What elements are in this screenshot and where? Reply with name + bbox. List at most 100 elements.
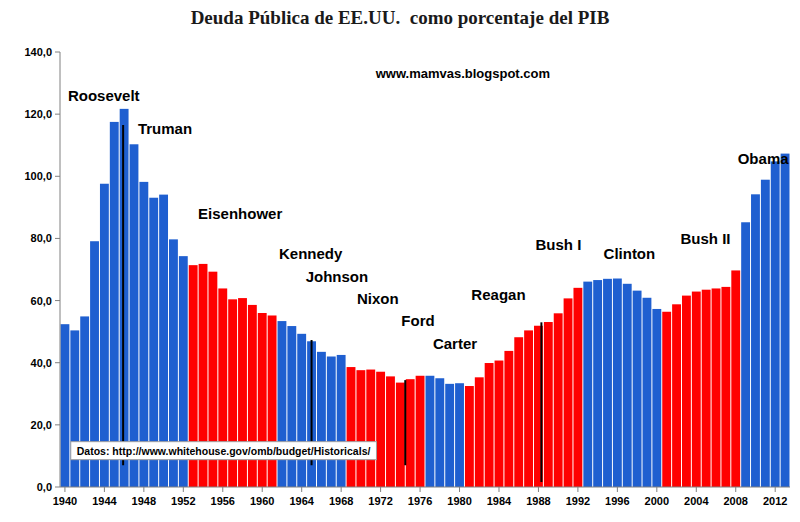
president-label: Roosevelt bbox=[68, 87, 140, 104]
president-label: Nixon bbox=[357, 290, 399, 307]
bar bbox=[741, 222, 750, 487]
y-axis-line bbox=[60, 52, 61, 487]
x-tick-label: 1996 bbox=[605, 495, 629, 507]
bar bbox=[771, 161, 780, 487]
bar bbox=[583, 282, 592, 487]
bar bbox=[495, 361, 504, 487]
bar bbox=[623, 284, 632, 487]
bar bbox=[130, 144, 139, 487]
watermark: www.mamvas.blogspot.com bbox=[375, 66, 550, 81]
bars bbox=[61, 109, 790, 487]
bar bbox=[524, 330, 533, 487]
x-tick-label: 1960 bbox=[250, 495, 274, 507]
chart-root: Deuda Pública de EE.UU. como porcentaje … bbox=[0, 0, 800, 522]
x-tick bbox=[696, 487, 697, 492]
x-tick-label: 1968 bbox=[329, 495, 353, 507]
x-tick bbox=[143, 487, 144, 492]
bar bbox=[564, 298, 573, 487]
y-tick-label: 100,0 bbox=[24, 170, 52, 182]
bar bbox=[258, 313, 267, 487]
source-box bbox=[71, 442, 377, 460]
x-tick bbox=[262, 487, 263, 492]
bar bbox=[356, 370, 365, 487]
bar bbox=[406, 379, 415, 487]
bar bbox=[593, 280, 602, 487]
president-label: Reagan bbox=[471, 286, 525, 303]
bar bbox=[327, 357, 336, 488]
x-tick-label: 1964 bbox=[289, 495, 314, 507]
bar bbox=[416, 376, 425, 487]
transition-lines bbox=[123, 125, 541, 482]
transition-line bbox=[540, 322, 542, 482]
bar bbox=[278, 321, 287, 487]
y-tick-label: 40,0 bbox=[31, 357, 52, 369]
bar bbox=[376, 372, 385, 487]
y-tick-label: 80,0 bbox=[31, 232, 52, 244]
president-label: Johnson bbox=[306, 268, 369, 285]
y-tick bbox=[55, 114, 60, 115]
bar bbox=[554, 313, 563, 487]
x-tick bbox=[538, 487, 539, 492]
bar bbox=[751, 194, 760, 487]
y-tick-label: 140,0 bbox=[24, 46, 52, 58]
bar bbox=[386, 376, 395, 487]
bar bbox=[603, 279, 612, 487]
y-tick bbox=[55, 300, 60, 301]
x-tick-label: 1944 bbox=[92, 495, 117, 507]
x-tick bbox=[301, 487, 302, 492]
transition-line bbox=[122, 125, 124, 465]
bar bbox=[504, 351, 513, 487]
bar bbox=[475, 377, 484, 487]
x-tick-label: 1948 bbox=[132, 495, 156, 507]
bar bbox=[120, 109, 129, 487]
x-tick bbox=[498, 487, 499, 492]
y-tick bbox=[55, 176, 60, 177]
x-tick bbox=[775, 487, 776, 492]
x-tick bbox=[341, 487, 342, 492]
president-label: Bush I bbox=[535, 236, 581, 253]
bar bbox=[80, 316, 89, 487]
x-tick-label: 1976 bbox=[408, 495, 432, 507]
x-tick-label: 1984 bbox=[487, 495, 512, 507]
president-label: Carter bbox=[433, 335, 477, 352]
bar bbox=[455, 383, 464, 487]
bar bbox=[643, 298, 652, 487]
bar bbox=[347, 367, 356, 487]
bar bbox=[426, 376, 435, 487]
x-tick bbox=[420, 487, 421, 492]
x-tick bbox=[656, 487, 657, 492]
x-tick bbox=[183, 487, 184, 492]
x-tick-label: 1940 bbox=[53, 495, 77, 507]
x-tick bbox=[577, 487, 578, 492]
bar bbox=[781, 154, 790, 487]
y-tick bbox=[55, 238, 60, 239]
bar bbox=[731, 270, 740, 487]
x-tick-label: 1952 bbox=[171, 495, 195, 507]
x-tick bbox=[222, 487, 223, 492]
bar bbox=[573, 288, 582, 487]
x-tick-label: 1988 bbox=[526, 495, 550, 507]
bar bbox=[485, 363, 494, 487]
bar bbox=[662, 312, 671, 487]
bar bbox=[287, 326, 296, 487]
bar bbox=[761, 180, 770, 487]
x-tick-label: 1956 bbox=[211, 495, 235, 507]
x-axis-line bbox=[60, 487, 790, 488]
president-label: Kennedy bbox=[279, 245, 343, 262]
bar bbox=[317, 352, 326, 487]
president-label: Bush II bbox=[681, 230, 731, 247]
x-tick-label: 1980 bbox=[447, 495, 471, 507]
bar bbox=[396, 383, 405, 487]
source-note: Datos: http://www.whitehouse.gov/omb/bud… bbox=[77, 445, 371, 457]
bar bbox=[366, 370, 375, 487]
bar bbox=[70, 330, 79, 487]
x-tick-label: 1972 bbox=[368, 495, 392, 507]
chart-svg: Deuda Pública de EE.UU. como porcentaje … bbox=[0, 0, 800, 522]
y-tick bbox=[55, 424, 60, 425]
president-label: Ford bbox=[401, 312, 434, 329]
y-tick bbox=[55, 487, 60, 488]
bar bbox=[465, 386, 474, 487]
bar bbox=[514, 337, 523, 487]
x-tick bbox=[380, 487, 381, 492]
bar bbox=[297, 334, 306, 487]
